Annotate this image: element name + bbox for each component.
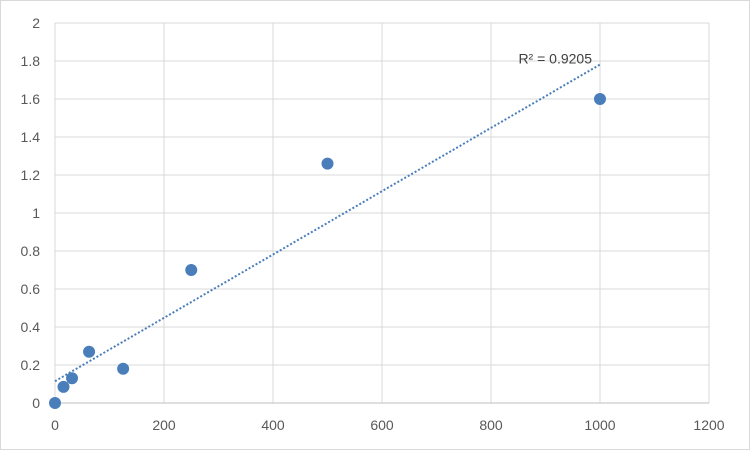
y-tick-label: 0.4 — [21, 319, 41, 335]
y-tick-label: 0.2 — [21, 357, 41, 373]
x-tick-label: 200 — [152, 417, 176, 433]
x-tick-label: 1000 — [584, 417, 615, 433]
y-tick-label: 1.6 — [21, 91, 41, 107]
data-point — [594, 93, 606, 105]
y-axis-tick-labels: 0 0.2 0.4 0.6 0.8 1 1.2 1.4 1.6 1.8 2 — [21, 15, 41, 411]
y-tick-label: 1 — [32, 205, 40, 221]
gridlines — [55, 22, 710, 403]
y-tick-label: 2 — [32, 15, 40, 31]
y-tick-label: 1.4 — [21, 129, 41, 145]
x-tick-label: 600 — [370, 417, 394, 433]
x-tick-label: 0 — [51, 417, 59, 433]
trendline-group — [54, 63, 601, 383]
y-tick-label: 0.6 — [21, 281, 41, 297]
data-points — [49, 93, 606, 409]
x-axis-tick-labels: 0 200 400 600 800 1000 1200 — [51, 417, 725, 433]
y-tick-label: 0 — [32, 395, 40, 411]
r-squared-label: R² = 0.9205 — [518, 51, 592, 67]
data-point — [185, 264, 198, 276]
axes — [54, 23, 709, 404]
y-tick-label: 1.8 — [21, 53, 41, 69]
y-tick-label: 1.2 — [21, 167, 41, 183]
trendline — [54, 63, 601, 383]
y-tick-label: 0.8 — [21, 243, 41, 259]
data-point — [66, 372, 79, 385]
x-tick-label: 400 — [261, 417, 285, 433]
data-point — [321, 157, 334, 170]
data-point — [57, 380, 70, 393]
data-point — [83, 345, 96, 358]
x-tick-label: 1200 — [693, 417, 724, 433]
data-point — [117, 362, 130, 375]
data-point — [49, 397, 61, 409]
x-tick-label: 800 — [479, 417, 503, 433]
